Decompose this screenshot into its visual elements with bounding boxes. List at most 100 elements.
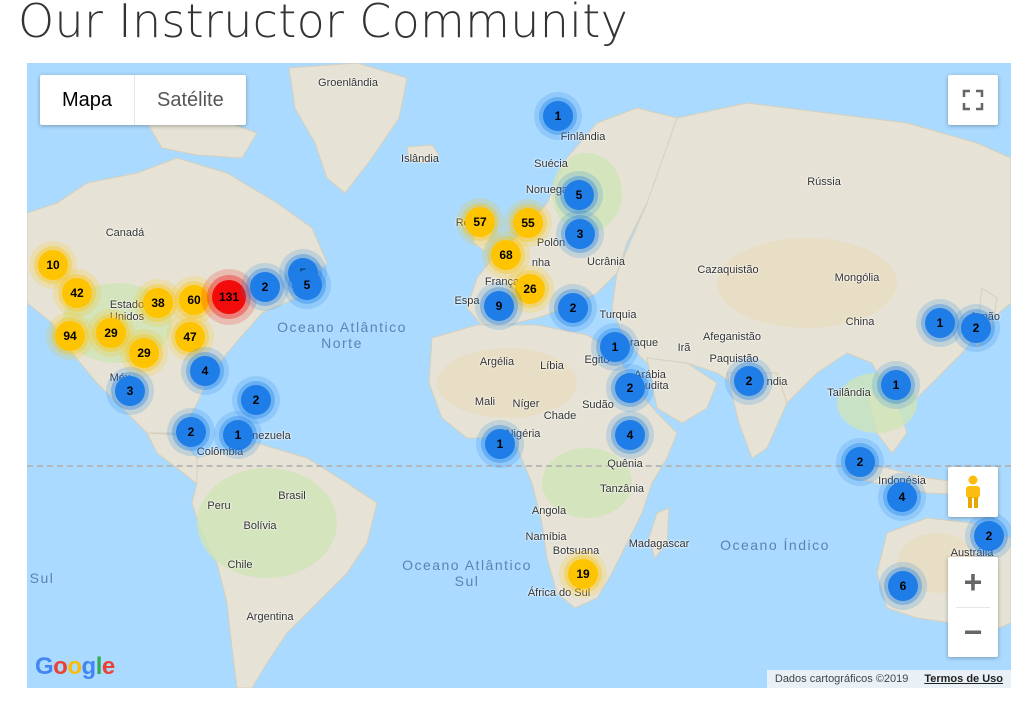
marker-cluster[interactable]: 2 [734,366,764,396]
marker-cluster[interactable]: 5 [292,270,322,300]
map-label-country: Rússia [807,176,841,188]
map-label-country: Cazaquistão [697,264,759,276]
map-label-country: China [845,316,875,328]
terms-of-use-link[interactable]: Termos de Uso [924,673,1003,685]
world-map[interactable]: Groenlândia Islândia Finlândia Suécia Norueg… [27,63,1011,688]
marker-cluster[interactable]: 29 [129,338,159,368]
marker-cluster[interactable]: 2 [176,417,206,447]
map-label-country: Níger [512,398,540,410]
map-label-country: França [484,276,520,288]
marker-cluster[interactable]: 131 [212,280,246,314]
street-view-pegman[interactable] [948,467,998,517]
map-label-ocean: Oceano Índico [720,537,830,553]
marker-cluster[interactable]: 2 [961,313,991,343]
marker-cluster[interactable]: 4 [190,356,220,386]
marker-cluster[interactable]: 6 [888,571,918,601]
zoom-in-button[interactable]: + [963,563,983,600]
map-label-country: Argentina [246,611,294,623]
page-title: Our Instructor Community [18,0,629,48]
map-label-country: Nigéria [505,428,541,440]
marker-cluster[interactable]: 3 [565,219,595,249]
marker-cluster[interactable]: 2 [845,447,875,477]
map-label-country: Ucrânia [587,256,625,268]
equator-line [27,465,1011,467]
marker-cluster[interactable]: 5 [564,180,594,210]
marker-cluster[interactable]: 9 [484,291,514,321]
marker-cluster[interactable]: 1 [223,420,253,450]
marker-cluster[interactable]: 47 [175,322,205,352]
map-label-country: Angola [531,505,567,517]
map-label-country: Líbia [540,360,564,372]
marker-cluster[interactable]: 68 [491,240,521,270]
map-label-country: Argélia [479,356,515,368]
map-label-country: Turquia [599,309,637,321]
marker-cluster[interactable]: 1 [600,332,630,362]
map-label-country: Suécia [534,158,568,170]
map-label-country: Indonésia [878,475,926,487]
map-label-country: Chade [543,410,577,422]
fullscreen-button[interactable] [948,75,998,125]
street-view-pegman-icon [966,475,980,508]
map-data-attribution: Dados cartográficos ©2019 [774,673,909,685]
map-label-country: Sudão [582,399,614,411]
marker-cluster[interactable]: 4 [615,420,645,450]
marker-cluster[interactable]: 1 [485,429,515,459]
map-label-country: África do Sul [527,587,591,599]
marker-cluster[interactable]: 19 [568,559,598,589]
map-label-country: Madagascar [628,538,690,550]
map-label-country: Polôn [536,237,566,249]
marker-cluster[interactable]: 42 [62,278,92,308]
map-label-country: Irã [677,342,691,354]
map-label-country: raque [629,337,659,349]
marker-cluster[interactable]: 94 [55,321,85,351]
google-logo[interactable]: Google [35,653,115,680]
map-label-country: Bolívia [243,520,277,532]
map-type-map-button[interactable]: Mapa [40,75,136,125]
marker-cluster[interactable]: 55 [513,208,543,238]
map-label-country: Tailândia [827,387,871,399]
map-label-country: Noruega [525,184,569,196]
zoom-control: + − [948,557,998,657]
map-label-country: nha [531,257,551,269]
map-label-country: ndia [766,376,788,388]
marker-cluster[interactable]: 1 [543,101,573,131]
map-type-satellite-button[interactable]: Satélite [157,88,224,111]
map-label-country: Peru [207,500,231,512]
map-label-country: Brasil [278,490,306,502]
marker-cluster[interactable]: 2 [974,521,1004,551]
marker-cluster[interactable]: 38 [143,288,173,318]
marker-cluster[interactable]: 60 [179,285,209,315]
map-label-country: Mali [474,396,496,408]
map-label-ocean: Sul [29,570,55,586]
map-label-ocean: Oceano Atlântico Sul [402,557,532,589]
map-label-country: Colômbia [196,446,244,458]
marker-cluster[interactable]: 3 [115,376,145,406]
map-label-country: Canadá [105,227,145,239]
map-label-country: Tanzânia [599,483,645,495]
map-label-country: Namíbia [525,531,567,543]
marker-cluster[interactable]: 57 [465,207,495,237]
map-label-country: Espa [454,295,480,307]
marker-cluster[interactable]: 1 [925,308,955,338]
marker-cluster[interactable]: 26 [515,274,545,304]
map-label-country: Islândia [401,153,439,165]
map-label-country: Mongólia [834,272,880,284]
map-label-country: Quênia [607,458,643,470]
marker-cluster[interactable]: 4 [887,482,917,512]
marker-cluster[interactable]: 29 [96,318,126,348]
map-label-country: Botsuana [552,545,600,557]
map-label-country: Afeganistão [702,331,762,343]
map-label-country: Paquistão [709,353,759,365]
map-label-country: Groenlândia [318,77,378,89]
zoom-out-button[interactable]: − [963,613,983,650]
map-land-layer [27,63,1011,688]
marker-cluster[interactable]: 2 [558,293,588,323]
zoom-divider [956,606,990,608]
marker-cluster[interactable]: 10 [38,250,68,280]
marker-cluster[interactable]: 2 [615,373,645,403]
map-label-country: Estado [109,299,145,311]
marker-cluster[interactable]: 1 [881,370,911,400]
marker-cluster[interactable]: 2 [250,272,280,302]
map-label-ocean: Oceano Atlântico Norte [277,319,407,351]
marker-cluster[interactable]: 2 [241,385,271,415]
